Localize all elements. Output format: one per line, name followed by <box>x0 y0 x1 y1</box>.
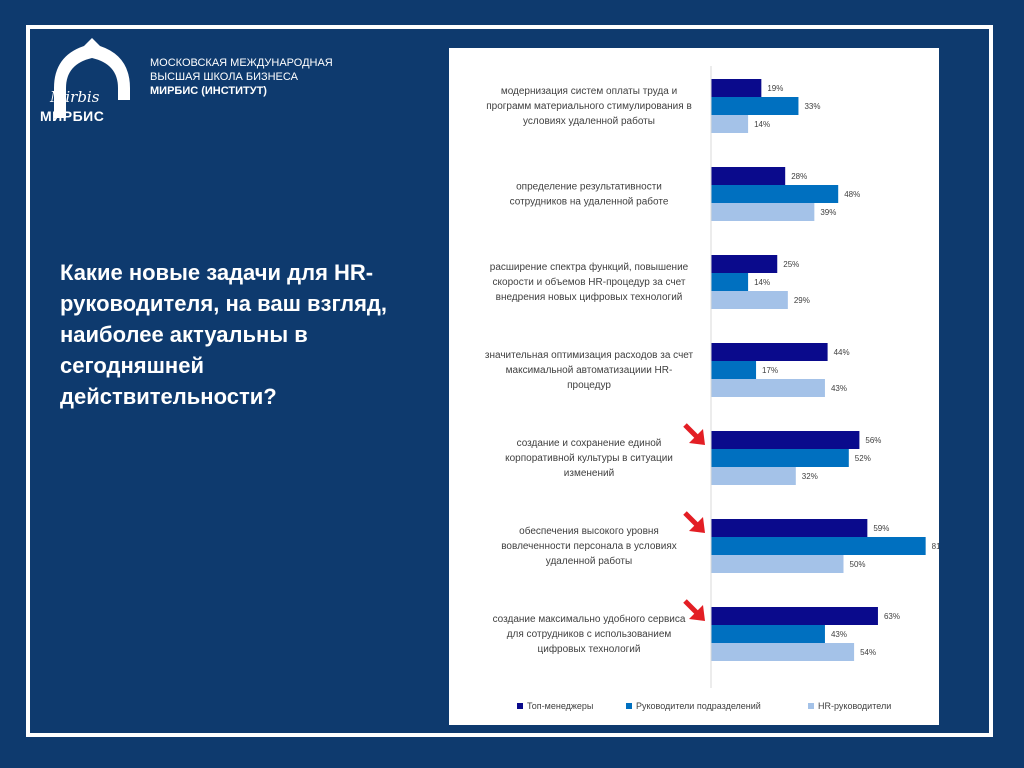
legend-label: Топ-менеджеры <box>527 701 593 711</box>
data-label: 43% <box>831 630 847 639</box>
category-label: процедур <box>567 380 611 391</box>
org-line-1: МОСКОВСКАЯ МЕЖДУНАРОДНАЯ <box>150 57 333 69</box>
bar <box>711 519 868 537</box>
data-label: 52% <box>855 454 871 463</box>
category-label: цифровых технологий <box>538 643 641 655</box>
bar <box>711 555 844 573</box>
data-label: 43% <box>831 384 847 393</box>
category-label: создание и сохранение единой <box>517 438 662 449</box>
org-line-3: МИРБИС (ИНСТИТУТ) <box>150 85 267 97</box>
data-label: 59% <box>873 524 889 533</box>
bar <box>711 537 926 555</box>
data-label: 14% <box>754 120 770 129</box>
bar <box>711 467 796 485</box>
chart-panel: модернизация систем оплаты труда и програ… <box>449 48 939 725</box>
bar <box>711 449 849 467</box>
slide-frame <box>26 25 993 737</box>
highlight-arrow-icon <box>683 599 705 621</box>
bar <box>711 431 860 449</box>
category-label: для сотрудников с использованием <box>507 629 672 640</box>
highlight-arrow-icon <box>683 511 705 533</box>
legend-swatch <box>626 703 632 709</box>
bar <box>711 273 749 291</box>
data-label: 81% <box>932 542 939 551</box>
bar <box>711 79 762 97</box>
data-label: 44% <box>834 348 850 357</box>
category-label: определение результативности <box>516 182 662 193</box>
bar <box>711 361 757 379</box>
bar <box>711 291 788 309</box>
logo-brand-text: МИРБИС <box>40 108 105 124</box>
data-label: 48% <box>844 190 860 199</box>
data-label: 14% <box>754 278 770 287</box>
category-label: внедрения новых цифровых технологий <box>496 291 683 303</box>
highlight-arrow-icon <box>683 423 705 445</box>
bar-chart: модернизация систем оплаты труда и програ… <box>485 66 939 711</box>
data-label: 32% <box>802 472 818 481</box>
bar <box>711 643 855 661</box>
data-label: 39% <box>820 208 836 217</box>
data-label: 28% <box>791 172 807 181</box>
data-label: 63% <box>884 612 900 621</box>
legend-swatch <box>808 703 814 709</box>
data-label: 19% <box>767 84 783 93</box>
category-label: обеспечения высокого уровня <box>519 525 659 537</box>
bar <box>711 343 828 361</box>
bar <box>711 607 878 625</box>
category-label: изменений <box>564 468 614 479</box>
category-label: расширение спектра функций, повышение <box>490 261 689 273</box>
category-label: программ материального стимулирования в <box>486 101 692 112</box>
category-label: создание максимально удобного сервиса <box>493 613 686 625</box>
category-label: значительная оптимизация расходов за сче… <box>485 350 694 361</box>
legend-label: Руководители подразделений <box>636 701 761 711</box>
category-label: удаленной работы <box>546 555 632 567</box>
bar <box>711 203 815 221</box>
category-label: модернизация систем оплаты труда и <box>501 86 677 97</box>
mirbis-logo-icon <box>54 38 130 118</box>
data-label: 50% <box>850 560 866 569</box>
category-label: корпоративной культуры в ситуации <box>505 453 673 464</box>
category-label: сотрудников на удаленной работе <box>510 196 669 208</box>
survey-question: Какие новые задачи для HR-руководителя, … <box>60 260 387 409</box>
bar <box>711 97 799 115</box>
bar <box>711 185 839 203</box>
bar <box>711 255 778 273</box>
data-label: 17% <box>762 366 778 375</box>
legend-swatch <box>517 703 523 709</box>
category-label: скорости и объемов HR-процедур за счет <box>493 276 686 288</box>
data-label: 54% <box>860 648 876 657</box>
legend-label: HR-руководители <box>818 701 891 711</box>
data-label: 56% <box>865 436 881 445</box>
data-label: 25% <box>783 260 799 269</box>
category-label: условиях удаленной работы <box>523 115 655 127</box>
bar <box>711 379 825 397</box>
bar <box>711 167 786 185</box>
data-label: 29% <box>794 296 810 305</box>
data-label: 33% <box>804 102 820 111</box>
category-label: вовлеченности персонала в условиях <box>501 541 677 552</box>
organization-name: МОСКОВСКАЯ МЕЖДУНАРОДНАЯ ВЫСШАЯ ШКОЛА БИ… <box>150 56 333 98</box>
logo-script-text: Mirbis <box>50 88 100 106</box>
bar <box>711 625 825 643</box>
bar <box>711 115 749 133</box>
org-line-2: ВЫСШАЯ ШКОЛА БИЗНЕСА <box>150 71 298 83</box>
category-label: максимальной автоматизациии HR- <box>506 365 673 376</box>
